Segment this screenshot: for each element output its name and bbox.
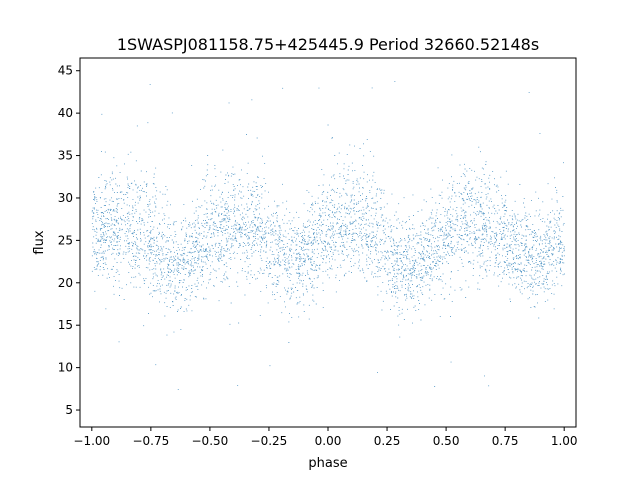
y-tick-label: 20: [58, 276, 73, 290]
y-tick-label: 10: [58, 361, 73, 375]
y-tick-label: 30: [58, 191, 73, 205]
x-tick-label: 0.50: [433, 434, 460, 448]
y-tick-label: 25: [58, 233, 73, 247]
x-tick-label: −0.75: [132, 434, 169, 448]
scatter-points: [91, 81, 565, 391]
y-tick-label: 40: [58, 106, 73, 120]
chart-title: 1SWASPJ081158.75+425445.9 Period 32660.5…: [117, 35, 539, 54]
x-tick-label: −0.25: [251, 434, 288, 448]
y-tick-label: 35: [58, 149, 73, 163]
data-point-cloud: [91, 81, 565, 391]
y-axis: 5 10 15 20 25 30 35 40 45: [58, 64, 80, 417]
x-tick-label: 0.00: [315, 434, 342, 448]
y-axis-label: flux: [32, 230, 47, 254]
x-tick-label: 0.25: [374, 434, 401, 448]
y-tick-label: 15: [58, 318, 73, 332]
y-tick-label: 45: [58, 64, 73, 78]
x-tick-label: 1.00: [551, 434, 578, 448]
x-tick-label: −0.50: [192, 434, 229, 448]
x-axis: −1.00 −0.75 −0.50 −0.25 0.00 0.25 0.50 0.75 1.00: [73, 427, 578, 448]
x-tick-label: 0.75: [492, 434, 519, 448]
x-axis-label: phase: [308, 456, 347, 471]
x-tick-label: −1.00: [73, 434, 110, 448]
y-tick-label: 5: [65, 403, 73, 417]
